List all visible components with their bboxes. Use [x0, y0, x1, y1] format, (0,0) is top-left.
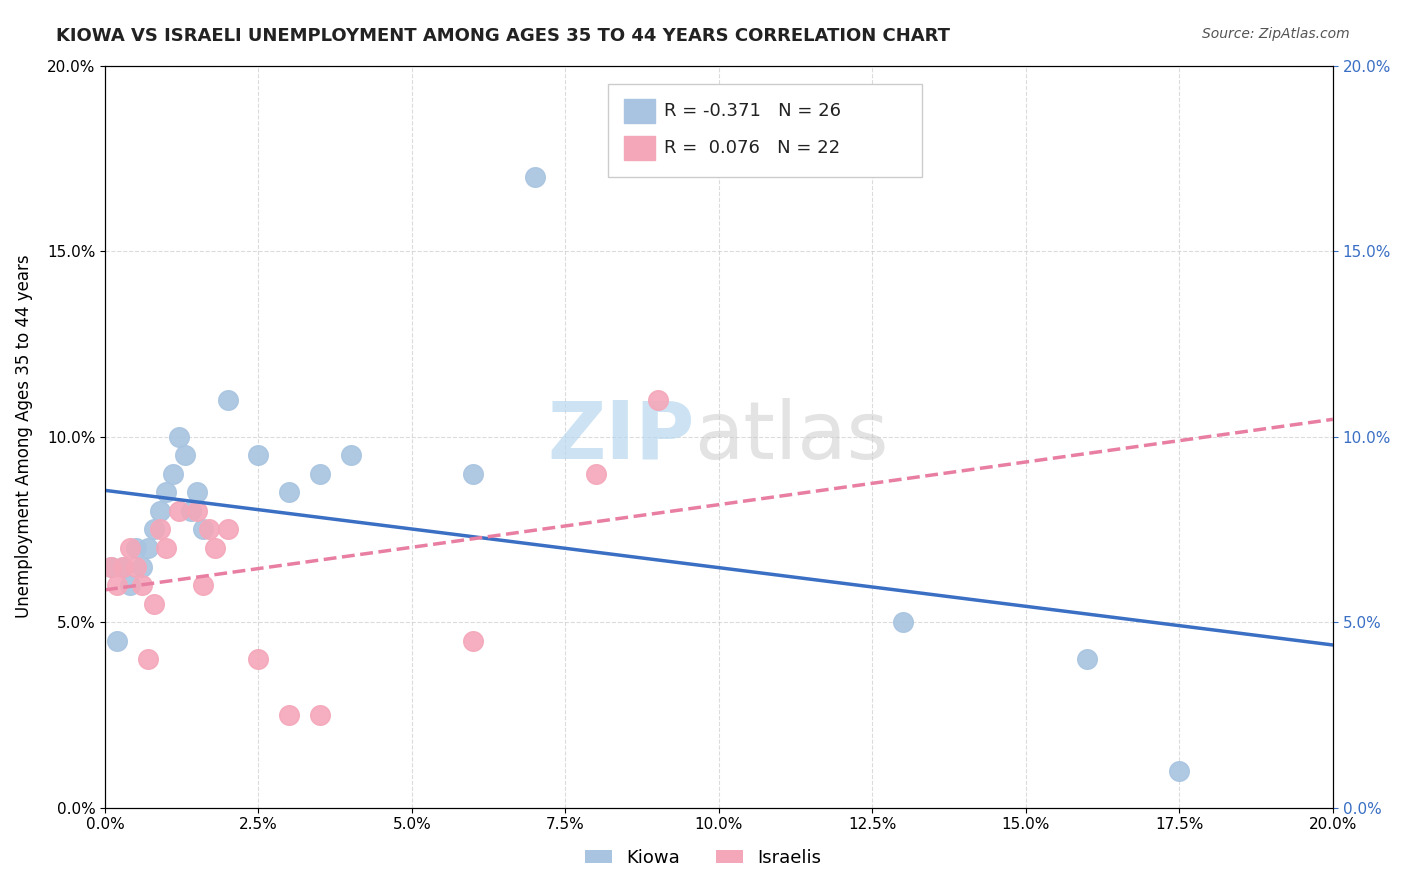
Text: Source: ZipAtlas.com: Source: ZipAtlas.com	[1202, 27, 1350, 41]
Point	[193, 578, 215, 592]
Point	[143, 522, 166, 536]
Point	[136, 541, 159, 555]
Point	[1168, 764, 1191, 778]
Text: ZIP: ZIP	[547, 398, 695, 475]
Point	[186, 485, 208, 500]
Point	[155, 541, 177, 555]
Point	[112, 559, 135, 574]
Point	[149, 522, 172, 536]
Point	[125, 541, 148, 555]
Text: R =  0.076   N = 22: R = 0.076 N = 22	[664, 139, 839, 157]
Point	[217, 522, 239, 536]
Point	[162, 467, 184, 481]
Point	[155, 485, 177, 500]
Point	[105, 578, 128, 592]
Point	[136, 652, 159, 666]
Point	[167, 430, 190, 444]
Point	[100, 559, 122, 574]
Point	[100, 559, 122, 574]
Point	[463, 467, 485, 481]
Point	[131, 559, 153, 574]
Point	[125, 559, 148, 574]
Point	[143, 597, 166, 611]
Point	[309, 467, 332, 481]
Bar	[624, 136, 655, 160]
Point	[247, 652, 270, 666]
Point	[891, 615, 914, 629]
Point	[118, 578, 141, 592]
Point	[204, 541, 226, 555]
Point	[339, 448, 361, 462]
Point	[105, 633, 128, 648]
Point	[217, 392, 239, 407]
Point	[118, 541, 141, 555]
Point	[278, 707, 301, 722]
Text: KIOWA VS ISRAELI UNEMPLOYMENT AMONG AGES 35 TO 44 YEARS CORRELATION CHART: KIOWA VS ISRAELI UNEMPLOYMENT AMONG AGES…	[56, 27, 950, 45]
Point	[149, 504, 172, 518]
Point	[463, 633, 485, 648]
Point	[131, 578, 153, 592]
Point	[1076, 652, 1098, 666]
Point	[309, 707, 332, 722]
FancyBboxPatch shape	[609, 84, 921, 177]
Point	[193, 522, 215, 536]
Point	[180, 504, 202, 518]
Point	[523, 169, 546, 184]
Bar	[624, 99, 655, 123]
Point	[186, 504, 208, 518]
Point	[585, 467, 607, 481]
Point	[167, 504, 190, 518]
Text: atlas: atlas	[695, 398, 889, 475]
Point	[278, 485, 301, 500]
Point	[198, 522, 221, 536]
Point	[247, 448, 270, 462]
Text: R = -0.371   N = 26: R = -0.371 N = 26	[664, 102, 841, 120]
Point	[173, 448, 195, 462]
Point	[112, 559, 135, 574]
Y-axis label: Unemployment Among Ages 35 to 44 years: Unemployment Among Ages 35 to 44 years	[15, 255, 32, 618]
Legend: Kiowa, Israelis: Kiowa, Israelis	[578, 842, 828, 874]
Point	[647, 392, 669, 407]
